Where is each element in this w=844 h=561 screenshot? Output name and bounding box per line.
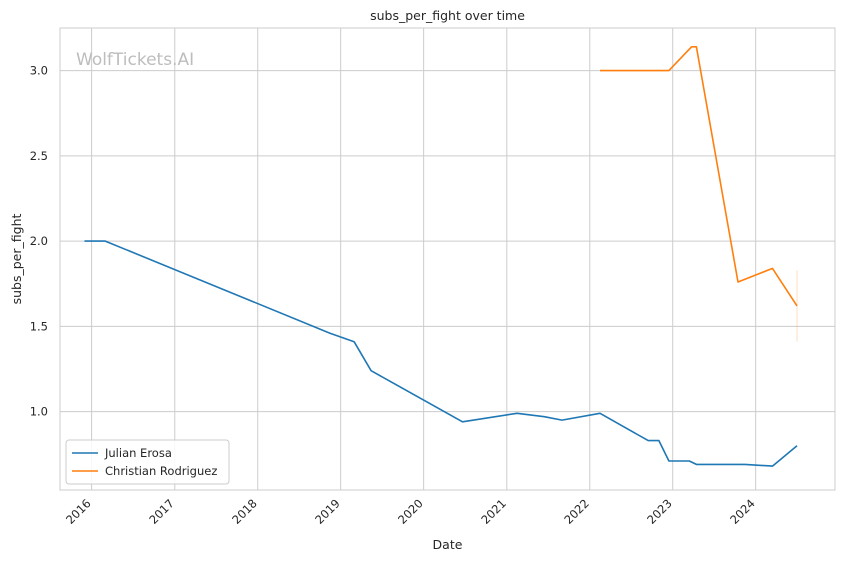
plot-area (59, 27, 836, 491)
x-axis-title: Date (433, 537, 463, 552)
y-tick-labels: 1.0 1.5 2.0 2.5 3.0 (30, 64, 48, 419)
y-tick-label: 2.0 (30, 234, 48, 248)
legend: Julian Erosa Christian Rodriguez (65, 439, 230, 485)
series-line-julian-erosa (84, 240, 798, 467)
y-tick-label: 1.5 (30, 319, 48, 333)
y-axis-title: subs_per_fight (9, 214, 24, 305)
legend-box (65, 439, 230, 485)
chart-title: subs_per_fight over time (370, 8, 525, 23)
y-tick-label: 1.0 (30, 405, 48, 419)
watermark: WolfTickets.AI (76, 50, 194, 70)
y-tick-label: 3.0 (30, 64, 48, 78)
series-layer (84, 45, 798, 467)
legend-label-christian-rodriguez: Christian Rodriguez (105, 464, 217, 478)
series-line-christian-rodriguez (600, 45, 798, 307)
grid (60, 28, 835, 490)
y-tick-label: 2.5 (30, 149, 48, 163)
legend-label-julian-erosa: Julian Erosa (104, 446, 172, 460)
